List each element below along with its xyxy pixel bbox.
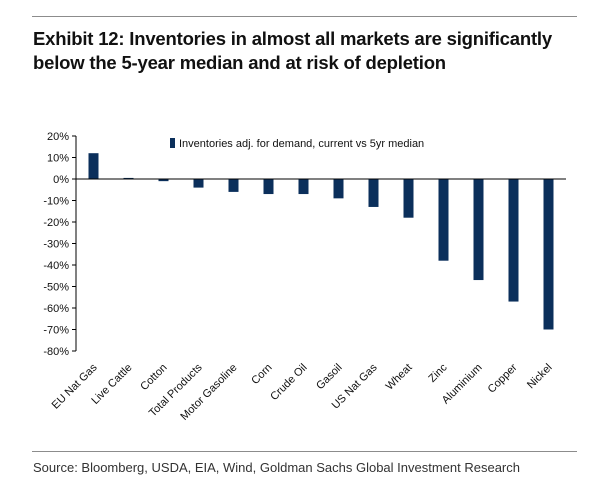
bar-us-nat-gas — [368, 179, 379, 207]
bar-eu-nat-gas — [88, 153, 99, 179]
bar-crude-oil — [298, 179, 309, 195]
bar-gasoil — [333, 179, 344, 199]
y-tick-label: 20% — [47, 131, 69, 143]
y-tick-label: -70% — [43, 325, 69, 337]
x-tick-label: Zinc — [426, 361, 450, 385]
bottom-rule — [32, 451, 577, 452]
y-tick-label: -40% — [43, 260, 69, 272]
top-rule — [32, 16, 577, 17]
legend-label: Inventories adj. for demand, current vs … — [179, 138, 424, 150]
y-tick-label: -60% — [43, 303, 69, 315]
source-note: Source: Bloomberg, USDA, EIA, Wind, Gold… — [33, 460, 520, 475]
legend-swatch — [170, 138, 175, 148]
bar-motor-gasoline — [228, 179, 239, 192]
bar-copper — [508, 179, 519, 302]
y-tick-label: -50% — [43, 282, 69, 294]
bar-cotton — [158, 179, 169, 182]
bar-total-products — [193, 179, 204, 188]
x-tick-label: Copper — [486, 361, 520, 395]
x-tick-label: Gasoil — [314, 362, 345, 393]
x-tick-label: Cotton — [138, 362, 169, 393]
bar-nickel — [543, 179, 554, 330]
x-tick-label: Nickel — [525, 362, 555, 392]
y-tick-label: -20% — [43, 217, 69, 229]
y-axis: 20% 10% 0% -10% -20% -30% -40% -50% -60% -70% -80% — [43, 131, 77, 358]
x-tick-label: EU Nat Gas — [50, 361, 100, 411]
y-tick-label: 10% — [47, 153, 69, 165]
y-tick-label: -30% — [43, 239, 69, 251]
legend: Inventories adj. for demand, current vs … — [170, 138, 424, 150]
x-tick-label: Wheat — [384, 362, 415, 393]
y-tick-label: -80% — [43, 346, 69, 358]
x-tick-label: Crude Oil — [268, 362, 309, 403]
bar-zinc — [438, 179, 449, 261]
y-tick-label: 0% — [53, 174, 69, 186]
bar-corn — [263, 179, 274, 195]
bars — [88, 153, 554, 330]
chart-title: Exhibit 12: Inventories in almost all ma… — [33, 28, 552, 73]
bar-live-cattle — [123, 177, 134, 179]
bar-aluminium — [473, 179, 484, 281]
bar-wheat — [403, 179, 414, 218]
y-tick-label: -10% — [43, 196, 69, 208]
x-tick-label: Corn — [249, 362, 274, 387]
